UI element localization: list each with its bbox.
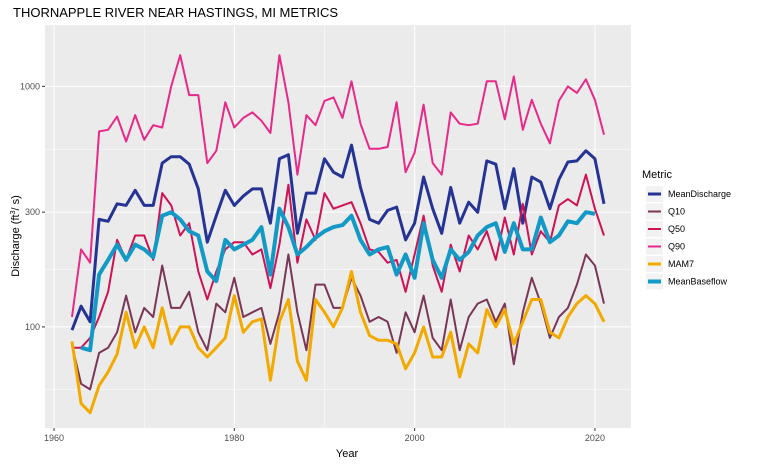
legend-label-mam7: MAM7	[668, 259, 694, 269]
chart-title: THORNAPPLE RIVER NEAR HASTINGS, MI METRI…	[13, 5, 338, 20]
x-tick-label: 2000	[405, 433, 425, 443]
y-axis-title: Discharge (ft3/ s)	[10, 195, 22, 277]
legend-label-q90: Q90	[668, 242, 685, 252]
series-line-q10	[71, 253, 605, 391]
series-line-meanbaseflow	[80, 206, 596, 353]
legend: Metric MeanDischarge Q10 Q50 Q90 MAM7 MeanBas…	[642, 169, 731, 290]
x-tick-label: 1980	[224, 433, 244, 443]
y-tick-label: 100	[25, 322, 40, 332]
series-line-meandischarge	[70, 143, 606, 331]
legend-label-meandischarge: MeanDischarge	[668, 189, 731, 199]
y-tick-label: 300	[25, 207, 40, 217]
legend-label-q50: Q50	[668, 224, 685, 234]
x-axis-title: Year	[336, 448, 359, 460]
x-axis-ticks: 1960 1980 2000 2020	[44, 428, 605, 443]
legend-label-q10: Q10	[668, 207, 685, 217]
series-line-q50	[72, 173, 605, 349]
series-line-q90	[71, 54, 605, 318]
legend-title: Metric	[642, 169, 672, 181]
y-tick-label: 1000	[20, 81, 40, 91]
legend-label-meanbaseflow: MeanBaseflow	[668, 277, 728, 287]
x-tick-label: 1960	[44, 433, 64, 443]
series-line-mam7	[70, 270, 606, 415]
series-lines	[70, 54, 606, 415]
y-axis-ticks: 100 300 1000	[20, 81, 45, 332]
x-tick-label: 2020	[585, 433, 605, 443]
